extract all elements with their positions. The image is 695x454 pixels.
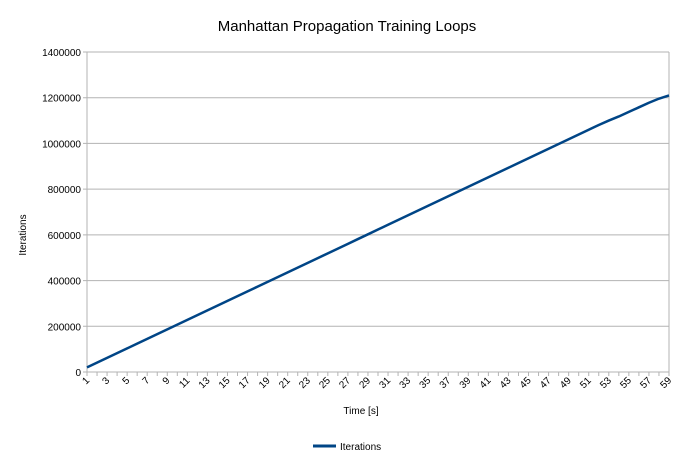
x-tick-label: 57 [638,375,654,391]
y-tick-label: 1200000 [42,94,81,105]
x-tick-label: 19 [257,375,273,391]
x-axis-ticks: 1 3 5 7 9 11 13 15 17 19 21 23 25 27 29 31 33 35 37 39 41 43 4… [80,372,674,391]
x-tick-label: 53 [598,375,614,391]
x-tick-label: 15 [217,375,233,391]
x-tick-label: 25 [317,375,333,391]
series-line-iterations [86,94,670,369]
y-tick-label: 200000 [48,322,82,333]
x-tick-label: 43 [498,375,514,391]
grid-lines [83,51,670,373]
y-axis-title: Iterations [18,214,29,255]
x-tick-label: 47 [538,375,554,391]
x-tick-label: 33 [398,375,414,391]
x-tick-label: 5 [121,375,133,387]
x-tick-label: 21 [277,375,293,391]
legend: Iterations [313,442,381,453]
y-tick-label: 800000 [48,185,82,196]
y-tick-label: 0 [75,368,81,379]
x-tick-label: 49 [558,375,574,391]
x-tick-label: 23 [297,375,313,391]
x-tick-label: 51 [578,375,594,391]
x-tick-label: 13 [197,375,213,391]
x-tick-label: 27 [337,375,353,391]
x-tick-label: 29 [357,375,373,391]
x-tick-label: 45 [518,375,534,391]
y-axis-ticks: 0 200000 400000 600000 800000 1000000 1200000 1… [42,48,81,379]
legend-label: Iterations [340,442,381,453]
x-tick-label: 3 [100,375,112,387]
x-tick-label: 39 [458,375,474,391]
x-tick-label: 55 [618,375,634,391]
x-tick-label: 31 [378,375,394,391]
x-tick-label: 37 [438,375,454,391]
x-tick-label: 41 [478,375,494,391]
x-tick-label: 11 [177,375,192,390]
y-tick-label: 400000 [48,277,82,288]
chart-title: Manhattan Propagation Training Loops [218,18,477,35]
x-tick-label: 59 [658,375,674,391]
x-tick-label: 9 [161,375,173,387]
y-tick-label: 1400000 [42,48,81,59]
x-axis-title: Time [s] [343,406,378,417]
x-tick-label: 35 [418,375,434,391]
x-tick-label: 7 [141,375,153,387]
x-tick-label: 1 [80,375,92,387]
y-tick-label: 600000 [48,231,82,242]
x-tick-label: 17 [237,375,253,391]
y-tick-label: 1000000 [42,139,81,150]
series-group [86,94,670,369]
